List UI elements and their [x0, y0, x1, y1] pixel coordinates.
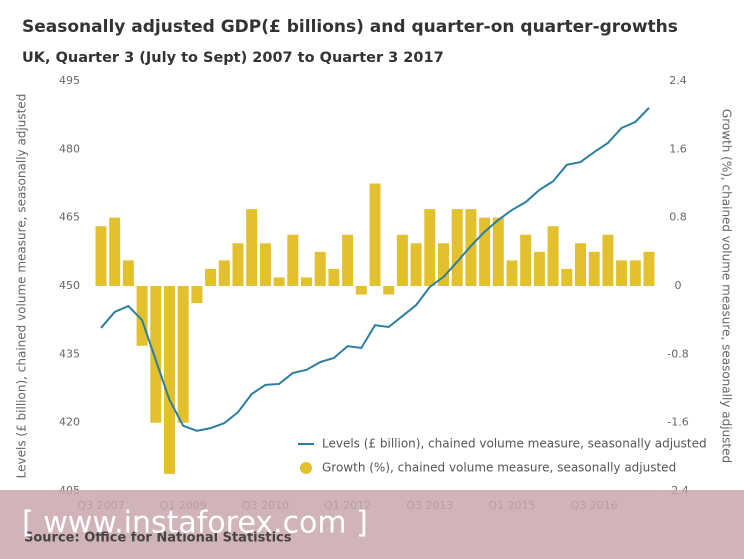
bar — [191, 286, 203, 304]
legend-swatch — [300, 462, 312, 474]
y-tick-label: 420 — [59, 416, 80, 429]
y-tick-label: 480 — [59, 142, 80, 155]
bar — [506, 260, 518, 286]
bar — [533, 251, 545, 286]
bar — [383, 286, 395, 295]
bar — [643, 251, 655, 286]
bar — [328, 268, 340, 286]
bar — [588, 251, 600, 286]
y-tick-label: 435 — [59, 347, 80, 360]
y-tick-label: 465 — [59, 211, 80, 224]
bar — [575, 243, 586, 286]
source: Source: Office for National Statistics — [24, 531, 292, 546]
bar — [465, 209, 477, 286]
bar — [122, 260, 134, 286]
bar — [150, 286, 162, 423]
y2-tick-label: 0 — [675, 279, 682, 292]
plot: 405420435450465480495-2.4-1.6-0.800.81.6… — [59, 74, 707, 512]
y2-tick-label: -1.6 — [667, 416, 688, 429]
bar — [520, 234, 532, 286]
line — [100, 107, 650, 432]
bar — [136, 286, 148, 346]
bar — [561, 268, 573, 286]
bar — [602, 234, 614, 286]
bar — [259, 243, 271, 286]
bar — [177, 286, 189, 423]
watermark: [ www.instaforex.com ] — [22, 506, 368, 541]
bar — [547, 226, 559, 286]
y2-tick-label: 0.8 — [669, 211, 687, 224]
bar — [287, 234, 299, 286]
bar — [355, 286, 367, 295]
bar — [438, 243, 449, 286]
y-tick-label: 495 — [59, 74, 80, 87]
bar — [164, 286, 175, 474]
bar — [616, 260, 628, 286]
y2-axis-title: Growth (%), chained volume measure, seas… — [720, 109, 734, 463]
bar — [205, 268, 217, 286]
bar — [273, 277, 285, 286]
bar — [342, 234, 354, 286]
bar — [479, 217, 491, 286]
bar — [301, 277, 312, 286]
bar — [246, 209, 258, 286]
bar — [369, 183, 381, 286]
bar — [396, 234, 408, 286]
y2-tick-label: -0.8 — [667, 347, 688, 360]
chart-title: Seasonally adjusted GDP(£ billions) and … — [22, 17, 678, 37]
bar — [95, 226, 107, 286]
bar — [424, 209, 436, 286]
y2-tick-label: 1.6 — [669, 142, 687, 155]
bar — [232, 243, 244, 286]
chart-subtitle: UK, Quarter 3 (July to Sept) 2007 to Qua… — [22, 50, 444, 66]
bar — [218, 260, 230, 286]
bar — [451, 209, 463, 286]
watermark-band — [0, 490, 744, 559]
bar — [109, 217, 121, 286]
bar — [492, 217, 504, 286]
bar — [410, 243, 422, 286]
legend-label: Levels (£ billion), chained volume measu… — [322, 437, 707, 451]
bar — [314, 251, 326, 286]
bar — [629, 260, 641, 286]
y-axis-title: Levels (£ billion), chained volume measu… — [15, 94, 29, 479]
y-tick-label: 450 — [59, 279, 80, 292]
legend-label: Growth (%), chained volume measure, seas… — [322, 461, 676, 475]
y2-tick-label: 2.4 — [669, 74, 687, 87]
